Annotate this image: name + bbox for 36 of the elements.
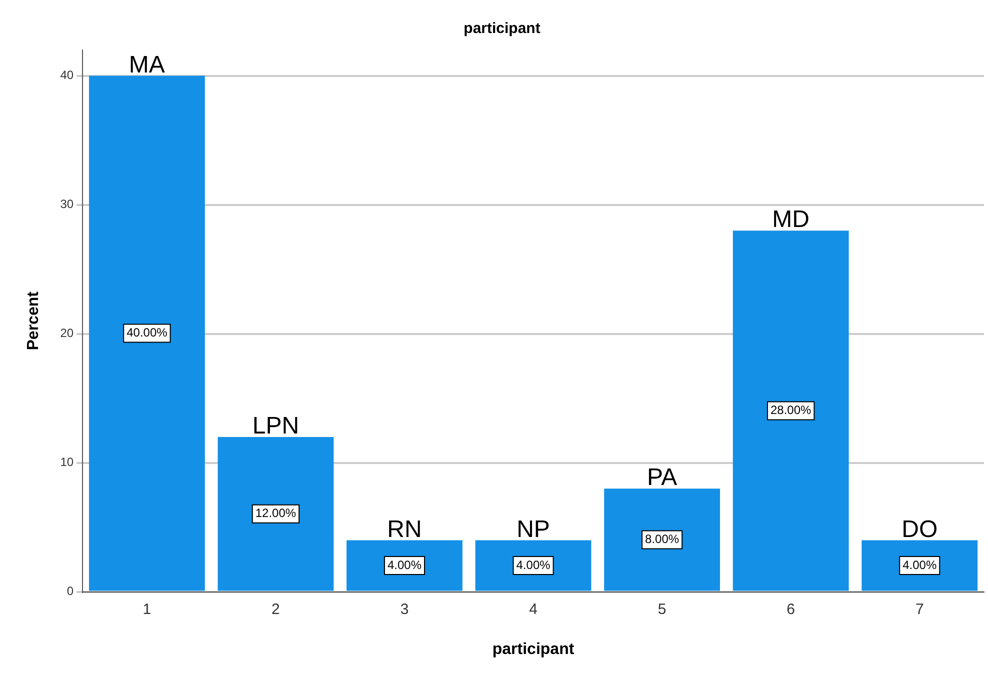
bar xyxy=(862,540,978,591)
y-tick-label: 30 xyxy=(60,197,74,212)
annotation: MA xyxy=(128,51,165,78)
annotation: LPN xyxy=(252,412,300,440)
x-tick-label: 5 xyxy=(658,600,666,618)
x-tick-label: 1 xyxy=(142,600,152,618)
annotation: MD xyxy=(772,206,810,234)
x-tick-label: 3 xyxy=(400,600,409,618)
annotation: RN xyxy=(387,516,422,543)
annotation: DO xyxy=(902,516,938,543)
bar xyxy=(88,76,205,591)
data-label: 12.00% xyxy=(255,506,296,520)
y-axis-title: Percent xyxy=(25,290,42,350)
data-label: 40.00% xyxy=(126,326,168,340)
y-tick-label: 0 xyxy=(66,584,74,598)
annotation: PA xyxy=(646,464,678,492)
data-label: 4.00% xyxy=(387,558,422,572)
y-tick-label: 40 xyxy=(60,68,74,82)
y-tick-label: 10 xyxy=(60,455,74,470)
x-tick-label: 2 xyxy=(272,600,280,618)
x-axis-title: participant xyxy=(492,640,575,658)
bar xyxy=(604,488,720,591)
chart-title: participant xyxy=(464,20,540,38)
bar xyxy=(346,540,462,591)
bar xyxy=(218,437,334,591)
data-label: 28.00% xyxy=(770,403,812,418)
data-label: 4.00% xyxy=(902,558,937,572)
bar xyxy=(475,540,592,591)
data-label: 8.00% xyxy=(645,532,680,546)
data-label: 4.00% xyxy=(516,558,551,572)
x-tick-label: 7 xyxy=(915,600,924,618)
x-tick-label: 4 xyxy=(529,600,538,618)
bar xyxy=(732,230,849,591)
x-tick-label: 6 xyxy=(786,600,796,618)
y-tick-label: 20 xyxy=(60,326,74,340)
annotation: NP xyxy=(516,516,550,543)
